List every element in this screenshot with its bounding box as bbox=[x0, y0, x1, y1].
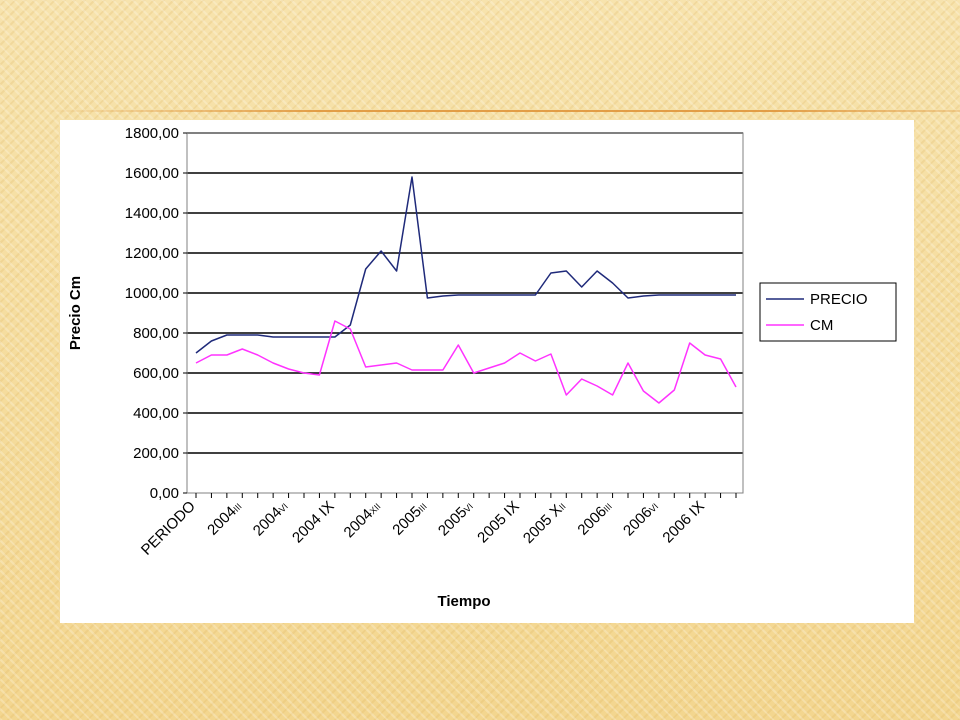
plot-area-frame bbox=[186, 132, 744, 494]
legend-label-cm: CM bbox=[810, 317, 833, 334]
x-tick-label: 2005 XII bbox=[520, 498, 569, 547]
x-tick-label: 2006 IX bbox=[659, 498, 708, 547]
y-tick-label: 1000,00 bbox=[125, 285, 179, 302]
x-tick-label-main: 2005 IX bbox=[474, 498, 523, 547]
x-tick-label: PERIODO bbox=[138, 498, 199, 559]
y-tick-label: 600,00 bbox=[133, 365, 179, 382]
series-line-precio bbox=[195, 176, 736, 354]
y-tick-label: 800,00 bbox=[133, 325, 179, 342]
y-tick-label: 200,00 bbox=[133, 445, 179, 462]
x-tick-label: 2004 IX bbox=[289, 498, 338, 547]
x-tick-label: 2004III bbox=[204, 498, 245, 539]
series-lines bbox=[195, 176, 737, 404]
line-chart: 0,00 200,00 400,00 600,00 800,00 1000,00 1200,… bbox=[67, 125, 897, 610]
x-tick-label-main: 2004 IX bbox=[289, 498, 338, 547]
x-tick-label: 2005VI bbox=[435, 498, 477, 540]
x-tick-label: 2004XII bbox=[341, 498, 384, 541]
y-tick-label: 1400,00 bbox=[125, 205, 179, 222]
x-tick-label-main: 2006 IX bbox=[659, 498, 708, 547]
x-tick-label: 2004VI bbox=[250, 498, 292, 540]
y-axis-title: Precio Cm bbox=[67, 276, 84, 350]
y-axis-ticks: 0,00 200,00 400,00 600,00 800,00 1000,00 1200,… bbox=[125, 125, 187, 502]
x-tick-label: 2005 IX bbox=[474, 498, 523, 547]
legend-box bbox=[759, 282, 897, 342]
y-tick-label: 1800,00 bbox=[125, 125, 179, 142]
x-tick-label: 2006VI bbox=[620, 498, 662, 540]
x-tick-label-main: PERIODO bbox=[138, 498, 199, 559]
y-tick-label: 1200,00 bbox=[125, 245, 179, 262]
legend-label-precio: PRECIO bbox=[810, 291, 868, 308]
x-axis-ticks: PERIODO 2004III 2004VI 2004 IX 2004XII 2005II… bbox=[138, 493, 737, 559]
legend: PRECIO CM bbox=[759, 282, 897, 342]
y-tick-label: 400,00 bbox=[133, 405, 179, 422]
x-tick-label: 2005III bbox=[389, 498, 430, 539]
x-tick-label: 2006III bbox=[574, 498, 615, 539]
gridlines bbox=[187, 132, 743, 454]
x-tick-label-sub: II bbox=[557, 501, 568, 512]
y-tick-label: 1600,00 bbox=[125, 165, 179, 182]
chart-panel: 0,00 200,00 400,00 600,00 800,00 1000,00 1200,… bbox=[60, 120, 914, 623]
x-tick-label-main: 2005 X bbox=[520, 501, 566, 547]
series-line-cm bbox=[195, 320, 737, 404]
decorative-rule-line bbox=[40, 110, 960, 112]
x-axis-title: Tiempo bbox=[437, 593, 490, 610]
y-tick-label: 0,00 bbox=[150, 485, 179, 502]
